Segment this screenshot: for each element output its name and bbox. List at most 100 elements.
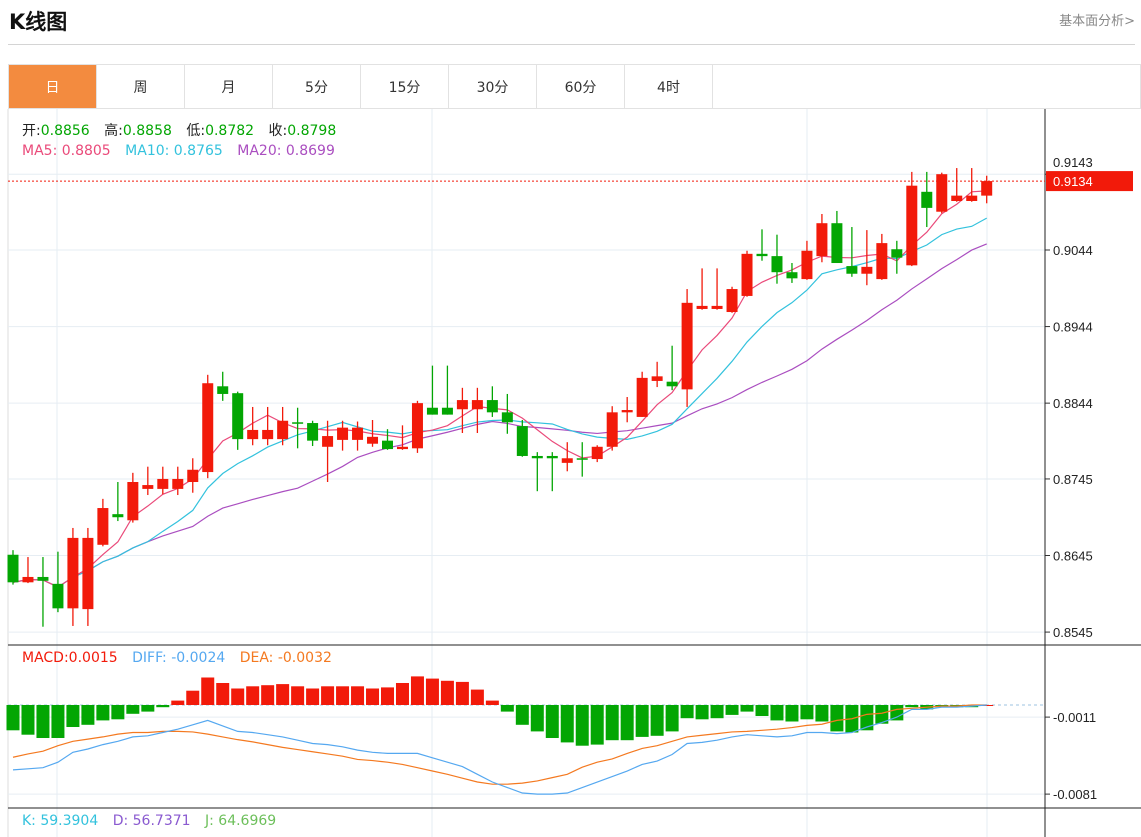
candle-down bbox=[786, 272, 798, 279]
candle-up bbox=[396, 446, 408, 450]
tab-60min[interactable]: 60分 bbox=[537, 65, 625, 108]
candle-up bbox=[471, 400, 483, 410]
macd-legend: MACD:0.0015 DIFF: -0.0024 DEA: -0.0032 bbox=[22, 650, 342, 666]
candle-up bbox=[127, 482, 139, 521]
macd-bar bbox=[156, 705, 170, 708]
price-axis-label: 0.8645 bbox=[1053, 549, 1093, 564]
ma5-value: MA5: 0.8805 bbox=[22, 143, 111, 159]
candle-down bbox=[112, 514, 124, 518]
macd-value: MACD:0.0015 bbox=[22, 650, 118, 666]
candle-up bbox=[966, 195, 978, 201]
candle-down bbox=[52, 583, 64, 609]
tab-15min[interactable]: 15分 bbox=[361, 65, 449, 108]
macd-bar bbox=[635, 705, 649, 737]
tab-month[interactable]: 月 bbox=[185, 65, 273, 108]
candle-up bbox=[981, 181, 993, 196]
macd-bar bbox=[96, 705, 110, 721]
macd-bar bbox=[890, 705, 904, 721]
close-label: 收: bbox=[268, 123, 288, 139]
candle-down bbox=[576, 458, 588, 460]
candle-down bbox=[486, 400, 498, 413]
macd-bar bbox=[261, 685, 275, 705]
macd-bar bbox=[665, 705, 679, 732]
candle-down bbox=[516, 426, 528, 456]
candle-up bbox=[711, 305, 723, 309]
candle-up bbox=[172, 478, 184, 489]
tab-30min[interactable]: 30分 bbox=[449, 65, 537, 108]
j-value: J: 64.6969 bbox=[205, 813, 277, 829]
candle-up bbox=[67, 537, 79, 609]
tab-5min[interactable]: 5分 bbox=[273, 65, 361, 108]
macd-bar bbox=[785, 705, 799, 722]
low-label: 低: bbox=[186, 123, 206, 139]
macd-bar bbox=[485, 700, 499, 705]
candle-down bbox=[771, 256, 783, 273]
macd-bar bbox=[21, 705, 35, 735]
candle-up bbox=[636, 377, 648, 417]
macd-bar bbox=[590, 705, 604, 745]
fundamental-analysis-link[interactable]: 基本面分析> bbox=[1059, 14, 1135, 29]
macd-bar bbox=[381, 687, 394, 705]
divider bbox=[8, 44, 1135, 45]
d-value: D: 56.7371 bbox=[112, 813, 191, 829]
ma10-value: MA10: 0.8765 bbox=[125, 143, 223, 159]
macd-bar bbox=[351, 686, 365, 705]
macd-bar bbox=[276, 684, 290, 705]
macd-bar bbox=[830, 705, 844, 732]
tab-day[interactable]: 日 bbox=[9, 65, 97, 108]
candle-up bbox=[262, 429, 274, 440]
macd-bar bbox=[620, 705, 634, 741]
candle-down bbox=[382, 440, 393, 450]
candle-up bbox=[456, 400, 468, 410]
candle-down bbox=[307, 423, 319, 441]
macd-bar bbox=[440, 680, 454, 705]
candle-down bbox=[666, 381, 678, 387]
candle-up bbox=[621, 410, 633, 413]
macd-bar bbox=[81, 705, 95, 725]
price-axis-label: 0.9143 bbox=[1053, 155, 1093, 170]
candle-down bbox=[846, 266, 858, 274]
candle-down bbox=[441, 407, 453, 415]
candle-up bbox=[861, 266, 873, 274]
high-label: 高: bbox=[104, 123, 123, 139]
macd-bar bbox=[740, 705, 754, 712]
low-value: 0.8782 bbox=[205, 123, 255, 139]
candle-up bbox=[352, 427, 364, 440]
tab-week[interactable]: 周 bbox=[97, 65, 185, 108]
ma5-line bbox=[12, 190, 987, 588]
candle-up bbox=[951, 195, 963, 201]
candle-down bbox=[232, 393, 244, 440]
macd-bar bbox=[860, 705, 874, 731]
price-axis-label: 0.8944 bbox=[1053, 320, 1093, 335]
high-value: 0.8858 bbox=[122, 123, 172, 139]
tab-4hour[interactable]: 4时 bbox=[625, 65, 713, 108]
macd-bar bbox=[470, 689, 484, 705]
candle-down bbox=[546, 455, 558, 459]
candle-up bbox=[816, 223, 828, 257]
open-label: 开: bbox=[22, 123, 41, 139]
k-value: K: 59.3904 bbox=[22, 813, 99, 829]
candle-up bbox=[82, 537, 94, 610]
macd-bar bbox=[111, 705, 125, 720]
candle-down bbox=[292, 422, 304, 424]
candle-down bbox=[921, 191, 933, 208]
macd-bar bbox=[171, 700, 185, 705]
macd-bar bbox=[395, 682, 409, 705]
candle-down bbox=[7, 554, 19, 583]
page-title: K线图 bbox=[9, 10, 68, 34]
diff-line bbox=[12, 704, 987, 795]
candle-up bbox=[681, 302, 693, 390]
macd-bar bbox=[770, 705, 784, 721]
candle-down bbox=[426, 407, 438, 415]
ma-legend: MA5: 0.8805 MA10: 0.8765 MA20: 0.8699 bbox=[22, 143, 345, 159]
candle-up bbox=[651, 376, 663, 381]
candle-up bbox=[696, 305, 708, 309]
macd-bar bbox=[455, 681, 469, 705]
macd-bar bbox=[545, 705, 559, 739]
macd-axis-label: -0.0011 bbox=[1053, 710, 1096, 725]
candle-down bbox=[501, 412, 513, 423]
macd-bar bbox=[246, 686, 260, 705]
candle-down bbox=[531, 455, 543, 459]
period-tabs: 日 周 月 5分 15分 30分 60分 4时 bbox=[8, 64, 1141, 109]
